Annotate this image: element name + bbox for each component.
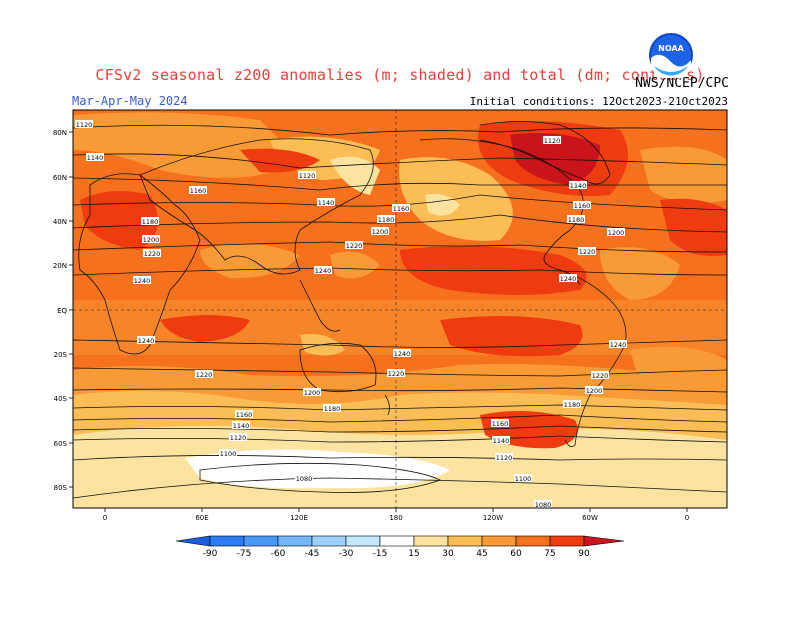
- colorbar-tick-label: -15: [373, 549, 388, 559]
- lat-tick-label: 40N: [53, 218, 67, 226]
- colorbar: [175, 535, 625, 547]
- colorbar-tick-label: 60: [510, 549, 522, 559]
- contour-label: 1120: [76, 121, 93, 129]
- contour-label: 1160: [393, 205, 410, 213]
- contour-label: 1240: [315, 267, 332, 275]
- colorbar-bin: [549, 535, 585, 547]
- contour-label: 1220: [579, 248, 596, 256]
- contour-label: 1200: [143, 236, 160, 244]
- lat-tick-label: 20S: [54, 351, 68, 359]
- contour-label: 1120: [299, 172, 316, 180]
- lat-tick-label: 20N: [53, 262, 67, 270]
- colorbar-arrow-left: [175, 535, 211, 547]
- contour-label: 1240: [560, 275, 577, 283]
- contour-label: 1200: [586, 387, 603, 395]
- contour-label: 1080: [296, 475, 313, 483]
- height-contours: [73, 124, 727, 499]
- contour-label: 1240: [138, 337, 155, 345]
- lat-tick-label: 60S: [54, 440, 68, 448]
- noaa-logo: NOAA: [649, 33, 693, 78]
- contour-label: 1120: [230, 434, 247, 442]
- contour-label: 1200: [372, 228, 389, 236]
- colorbar-arrow-right: [583, 535, 625, 547]
- contour-label: 1180: [564, 401, 581, 409]
- colorbar-bin: [447, 535, 483, 547]
- lon-tick-label: 0: [685, 514, 689, 522]
- colorbar-bin: [311, 535, 347, 547]
- contour-label: 1080: [535, 501, 552, 509]
- lat-tick-label: 40S: [54, 395, 68, 403]
- map-title: CFSv2 seasonal z200 anomalies (m; shaded…: [95, 66, 705, 84]
- contour-label: 1120: [544, 137, 561, 145]
- lon-tick-label: 60E: [195, 514, 208, 522]
- contour-label: 1180: [568, 216, 585, 224]
- lat-tick-labels: 80N 60N 40N 20N EQ 20S 40S 60S 80S: [53, 129, 68, 492]
- contour-label-group-east: 1120 1140 1160 1180 1240 1240 1220: [387, 136, 627, 378]
- colorbar-tick-label: -75: [237, 549, 252, 559]
- colorbar-tick-label: 30: [442, 549, 454, 559]
- colorbar-bin: [209, 535, 245, 547]
- colorbar-bin: [379, 535, 415, 547]
- season-label: Mar-Apr-May 2024: [72, 94, 188, 108]
- lon-tick-labels: 0 60E 120E 180 120W 60W 0: [103, 514, 689, 522]
- lon-tick-label: 60W: [582, 514, 598, 522]
- lon-tick-label: 0: [103, 514, 107, 522]
- colorbar-bin: [515, 535, 551, 547]
- colorbar-tick-label: -30: [339, 549, 354, 559]
- contour-label: 1140: [318, 199, 335, 207]
- colorbar-tick-label: -45: [305, 549, 320, 559]
- lat-tick-label: EQ: [57, 307, 67, 315]
- lat-tick-label: 80N: [53, 129, 67, 137]
- axis-ticks: [69, 131, 688, 512]
- colorbar-bin: [243, 535, 279, 547]
- contour-label: 1100: [515, 475, 532, 483]
- contour-label: 1220: [592, 372, 609, 380]
- contour-label: 1240: [134, 277, 151, 285]
- colorbar-tick-label: -90: [203, 549, 218, 559]
- contour-label: 1140: [233, 422, 250, 430]
- colorbar-bin: [413, 535, 449, 547]
- colorbar-tick-label: 75: [544, 549, 555, 559]
- colorbar-tick-label: 90: [578, 549, 590, 559]
- contour-label-group: 1120 1140 1160 1180 1200 1220 1240 1120 …: [75, 120, 625, 509]
- contour-label: 1200: [304, 389, 321, 397]
- colorbar-tick-label: -60: [271, 549, 286, 559]
- lat-tick-label: 80S: [54, 484, 68, 492]
- contour-label: 1100: [220, 450, 237, 458]
- contour-label: 1240: [394, 350, 411, 358]
- colorbar-tick-label: 15: [408, 549, 419, 559]
- contour-label: 1160: [190, 187, 207, 195]
- agency-label: NWS/NCEP/CPC: [635, 76, 729, 91]
- contour-label: 1220: [388, 370, 405, 378]
- lon-tick-label: 180: [389, 514, 402, 522]
- contour-label: 1220: [196, 371, 213, 379]
- contour-label: 1140: [570, 182, 587, 190]
- contour-label: 1180: [324, 405, 341, 413]
- colorbar-bin: [345, 535, 381, 547]
- contour-label: 1160: [492, 420, 509, 428]
- anomaly-shading: [73, 110, 727, 508]
- contour-label: 1160: [236, 411, 253, 419]
- contour-label: 1240: [610, 341, 627, 349]
- colorbar-bin: [481, 535, 517, 547]
- contour-label: 1140: [87, 154, 104, 162]
- lon-tick-label: 120W: [483, 514, 503, 522]
- contour-label: 1120: [496, 454, 513, 462]
- map-frame: [72, 109, 728, 509]
- contour-label: 1180: [378, 216, 395, 224]
- contour-label: 1220: [144, 250, 161, 258]
- contour-label: 1220: [346, 242, 363, 250]
- contour-label: 1160: [574, 202, 591, 210]
- noaa-logo-text: NOAA: [658, 44, 684, 53]
- colorbar-bin: [277, 535, 313, 547]
- contour-label: 1180: [142, 218, 159, 226]
- lon-tick-label: 120E: [290, 514, 308, 522]
- colorbar-tick-labels: -90 -75 -60 -45 -30 -15 15 30 45 60 75 9…: [203, 549, 590, 559]
- contour-label: 1200: [608, 229, 625, 237]
- colorbar-tick-label: 45: [476, 549, 487, 559]
- contour-label: 1140: [493, 437, 510, 445]
- initial-conditions-label: Initial conditions: 12Oct2023-21Oct2023: [469, 95, 728, 108]
- lat-tick-label: 60N: [53, 174, 67, 182]
